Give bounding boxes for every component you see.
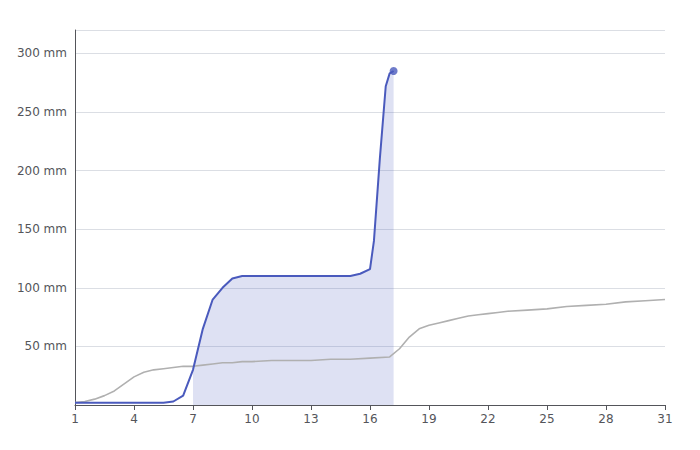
svg-text:250 mm: 250 mm xyxy=(17,105,67,119)
svg-text:4: 4 xyxy=(130,412,138,426)
svg-text:25: 25 xyxy=(539,412,554,426)
svg-text:10: 10 xyxy=(244,412,259,426)
svg-text:200 mm: 200 mm xyxy=(17,164,67,178)
svg-text:22: 22 xyxy=(480,412,495,426)
svg-text:50 mm: 50 mm xyxy=(25,339,67,353)
svg-text:300 mm: 300 mm xyxy=(17,46,67,60)
svg-text:150 mm: 150 mm xyxy=(17,222,67,236)
svg-text:19: 19 xyxy=(421,412,436,426)
svg-text:28: 28 xyxy=(598,412,613,426)
svg-text:7: 7 xyxy=(189,412,197,426)
svg-text:31: 31 xyxy=(657,412,672,426)
svg-text:100 mm: 100 mm xyxy=(17,281,67,295)
svg-text:16: 16 xyxy=(362,412,377,426)
svg-text:13: 13 xyxy=(303,412,318,426)
svg-text:1: 1 xyxy=(71,412,79,426)
